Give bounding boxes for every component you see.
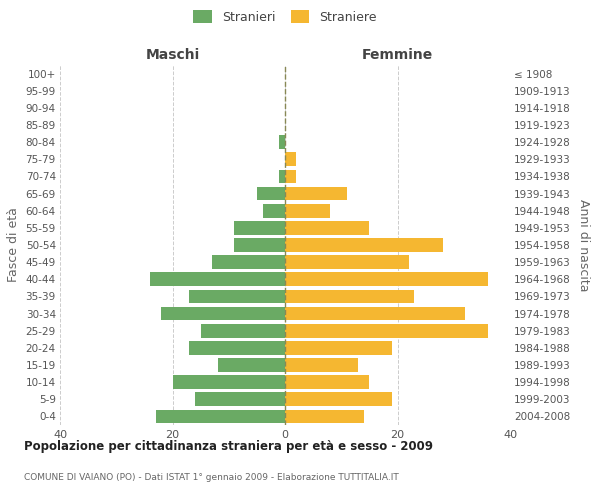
- Bar: [285, 324, 487, 338]
- Bar: [285, 170, 296, 183]
- Text: Maschi: Maschi: [145, 48, 200, 62]
- Bar: [285, 238, 443, 252]
- Bar: [173, 376, 285, 389]
- Bar: [285, 272, 487, 286]
- Bar: [257, 186, 285, 200]
- Bar: [285, 221, 370, 234]
- Bar: [212, 256, 285, 269]
- Text: Femmine: Femmine: [362, 48, 433, 62]
- Y-axis label: Fasce di età: Fasce di età: [7, 208, 20, 282]
- Bar: [218, 358, 285, 372]
- Bar: [285, 376, 370, 389]
- Text: Popolazione per cittadinanza straniera per età e sesso - 2009: Popolazione per cittadinanza straniera p…: [24, 440, 433, 453]
- Bar: [235, 238, 285, 252]
- Legend: Stranieri, Straniere: Stranieri, Straniere: [190, 6, 380, 28]
- Bar: [200, 324, 285, 338]
- Bar: [285, 306, 465, 320]
- Bar: [150, 272, 285, 286]
- Bar: [285, 204, 330, 218]
- Bar: [280, 170, 285, 183]
- Bar: [195, 392, 285, 406]
- Bar: [285, 290, 415, 304]
- Y-axis label: Anni di nascita: Anni di nascita: [577, 198, 590, 291]
- Bar: [285, 186, 347, 200]
- Bar: [263, 204, 285, 218]
- Bar: [190, 341, 285, 354]
- Bar: [161, 306, 285, 320]
- Bar: [190, 290, 285, 304]
- Bar: [285, 392, 392, 406]
- Bar: [155, 410, 285, 424]
- Bar: [280, 136, 285, 149]
- Bar: [285, 410, 364, 424]
- Bar: [285, 358, 358, 372]
- Bar: [285, 341, 392, 354]
- Bar: [285, 152, 296, 166]
- Text: COMUNE DI VAIANO (PO) - Dati ISTAT 1° gennaio 2009 - Elaborazione TUTTITALIA.IT: COMUNE DI VAIANO (PO) - Dati ISTAT 1° ge…: [24, 473, 399, 482]
- Bar: [285, 256, 409, 269]
- Bar: [235, 221, 285, 234]
